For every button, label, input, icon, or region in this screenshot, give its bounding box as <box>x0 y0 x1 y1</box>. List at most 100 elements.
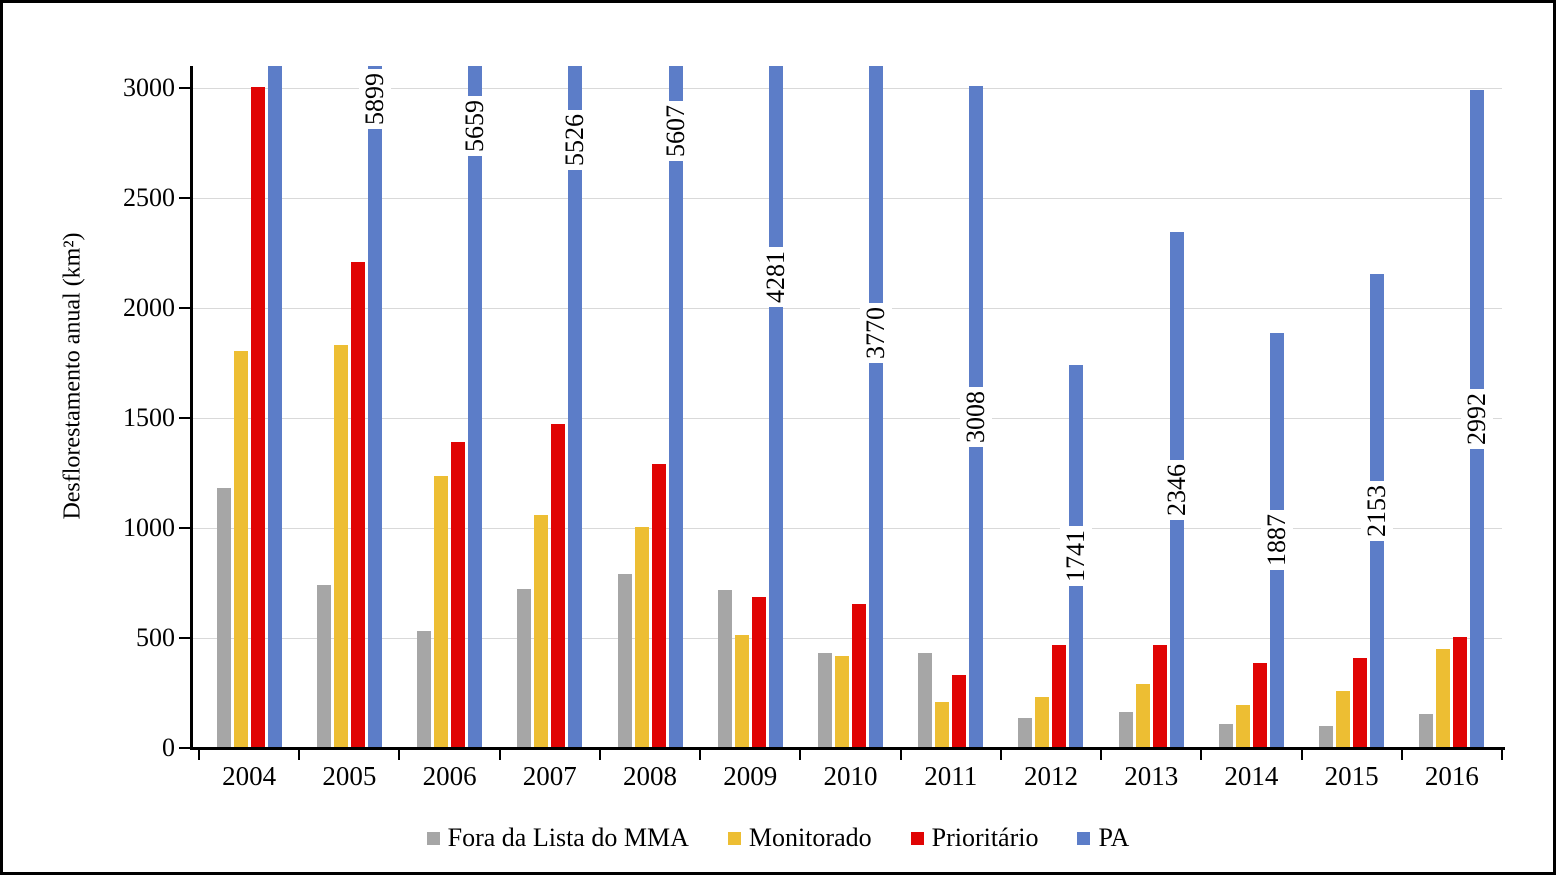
x-tick-8 <box>999 747 1002 760</box>
x-tick-label-2006: 2006 <box>422 761 477 791</box>
bar-priorit-rio-2011 <box>952 675 967 748</box>
pa-value-label-2015: 2153 <box>1361 481 1394 542</box>
pa-value-label-2013: 2346 <box>1160 459 1193 520</box>
bar-fora-da-lista-do-mma-2016 <box>1419 713 1434 748</box>
y-tick-label-500: 500 <box>136 623 175 652</box>
y-tick-label-2000: 2000 <box>123 293 175 322</box>
x-tick-4 <box>598 747 601 760</box>
bar-fora-da-lista-do-mma-2007 <box>517 588 532 748</box>
bar-monitorado-2010 <box>835 655 849 748</box>
x-tick-1 <box>298 747 301 760</box>
legend-item-pa: PA <box>1077 823 1129 853</box>
x-tick-5 <box>699 747 702 760</box>
x-tick-11 <box>1300 747 1303 760</box>
x-tick-label-2007: 2007 <box>522 761 577 791</box>
bar-monitorado-2004 <box>233 350 248 748</box>
bar-fora-da-lista-do-mma-2011 <box>918 653 933 748</box>
legend-swatch-icon <box>1077 831 1091 845</box>
bar-pa-2010 <box>869 66 883 748</box>
bar-fora-da-lista-do-mma-2012 <box>1018 718 1033 748</box>
pa-value-label-2008: 5607 <box>659 101 692 162</box>
legend-item-monitorado: Monitorado <box>727 823 872 853</box>
y-tick-2500 <box>179 197 191 199</box>
gridline-1000 <box>193 528 1502 529</box>
pa-value-label-2014: 1887 <box>1260 510 1293 571</box>
x-tick-3 <box>498 747 501 760</box>
gridline-3000 <box>193 88 1502 89</box>
pa-value-label-2012: 1741 <box>1060 526 1093 587</box>
x-tick-7 <box>899 747 902 760</box>
bar-fora-da-lista-do-mma-2014 <box>1218 723 1233 748</box>
bar-monitorado-2015 <box>1336 690 1351 748</box>
bar-pa-2009 <box>768 66 783 748</box>
bar-pa-2008 <box>668 66 683 748</box>
bar-priorit-rio-2016 <box>1453 636 1468 748</box>
bar-fora-da-lista-do-mma-2004 <box>216 488 231 748</box>
y-tick-0 <box>179 747 191 749</box>
y-tick-1500 <box>179 417 191 419</box>
gridline-1500 <box>193 418 1502 419</box>
gridline-500 <box>193 638 1502 639</box>
pa-value-label-2010: 3770 <box>860 303 892 364</box>
x-tick-0 <box>198 747 200 760</box>
x-tick-10 <box>1200 747 1203 760</box>
y-axis-line <box>190 66 193 750</box>
x-tick-2 <box>398 747 401 760</box>
bar-monitorado-2011 <box>935 701 950 748</box>
bar-priorit-rio-2004 <box>250 86 265 748</box>
legend-item-priorit-rio: Prioritário <box>910 823 1038 853</box>
bar-fora-da-lista-do-mma-2013 <box>1118 711 1133 748</box>
x-tick-label-2008: 2008 <box>623 761 678 791</box>
legend-label: Fora da Lista do MMA <box>447 823 689 852</box>
legend-swatch-icon <box>426 831 440 845</box>
bar-monitorado-2009 <box>734 634 749 748</box>
bar-fora-da-lista-do-mma-2010 <box>818 653 832 748</box>
y-tick-1000 <box>179 527 191 529</box>
y-tick-2000 <box>179 307 191 309</box>
y-tick-label-3000: 3000 <box>123 73 175 102</box>
bar-priorit-rio-2010 <box>852 603 866 748</box>
y-axis-title: Desflorestamento anual (km²) <box>59 232 86 520</box>
y-tick-label-1500: 1500 <box>123 403 175 432</box>
bar-monitorado-2016 <box>1436 649 1451 748</box>
legend-item-fora-da-lista-do-mma: Fora da Lista do MMA <box>426 823 689 853</box>
x-tick-label-2012: 2012 <box>1023 761 1078 791</box>
x-tick-label-2011: 2011 <box>924 761 978 791</box>
x-tick-label-2014: 2014 <box>1224 761 1279 791</box>
bar-pa-2004 <box>267 66 282 748</box>
y-tick-label-1000: 1000 <box>123 513 175 542</box>
y-tick-label-0: 0 <box>162 733 175 762</box>
bar-pa-2005 <box>367 66 382 748</box>
pa-value-label-2005: 5899 <box>358 69 391 130</box>
bar-priorit-rio-2007 <box>551 423 566 748</box>
bar-fora-da-lista-do-mma-2009 <box>717 589 732 748</box>
x-tick-label-2010: 2010 <box>823 761 878 791</box>
bar-priorit-rio-2006 <box>451 442 466 748</box>
pa-value-label-2011: 3008 <box>960 387 993 448</box>
bar-priorit-rio-2005 <box>350 261 365 748</box>
x-tick-label-2015: 2015 <box>1324 761 1379 791</box>
y-tick-3000 <box>179 87 191 89</box>
x-tick-6 <box>799 747 802 760</box>
bar-priorit-rio-2008 <box>651 464 666 748</box>
bar-fora-da-lista-do-mma-2008 <box>617 574 632 748</box>
bar-fora-da-lista-do-mma-2006 <box>417 631 432 748</box>
gridline-2000 <box>193 308 1502 309</box>
bar-monitorado-2014 <box>1235 705 1250 748</box>
x-axis-line <box>190 747 1505 750</box>
bar-priorit-rio-2012 <box>1052 644 1067 748</box>
x-tick-label-2009: 2009 <box>723 761 778 791</box>
y-tick-500 <box>179 637 191 639</box>
bar-monitorado-2007 <box>534 514 549 748</box>
pa-value-label-2016: 2992 <box>1461 388 1494 449</box>
x-tick-label-2005: 2005 <box>322 761 377 791</box>
bar-priorit-rio-2009 <box>751 597 766 748</box>
bar-monitorado-2006 <box>434 476 449 748</box>
bar-monitorado-2008 <box>634 526 649 748</box>
bar-priorit-rio-2015 <box>1353 657 1368 748</box>
pa-value-label-2006: 5659 <box>459 95 492 156</box>
y-tick-label-2500: 2500 <box>123 183 175 212</box>
x-tick-9 <box>1100 747 1103 760</box>
bar-priorit-rio-2014 <box>1252 663 1267 748</box>
